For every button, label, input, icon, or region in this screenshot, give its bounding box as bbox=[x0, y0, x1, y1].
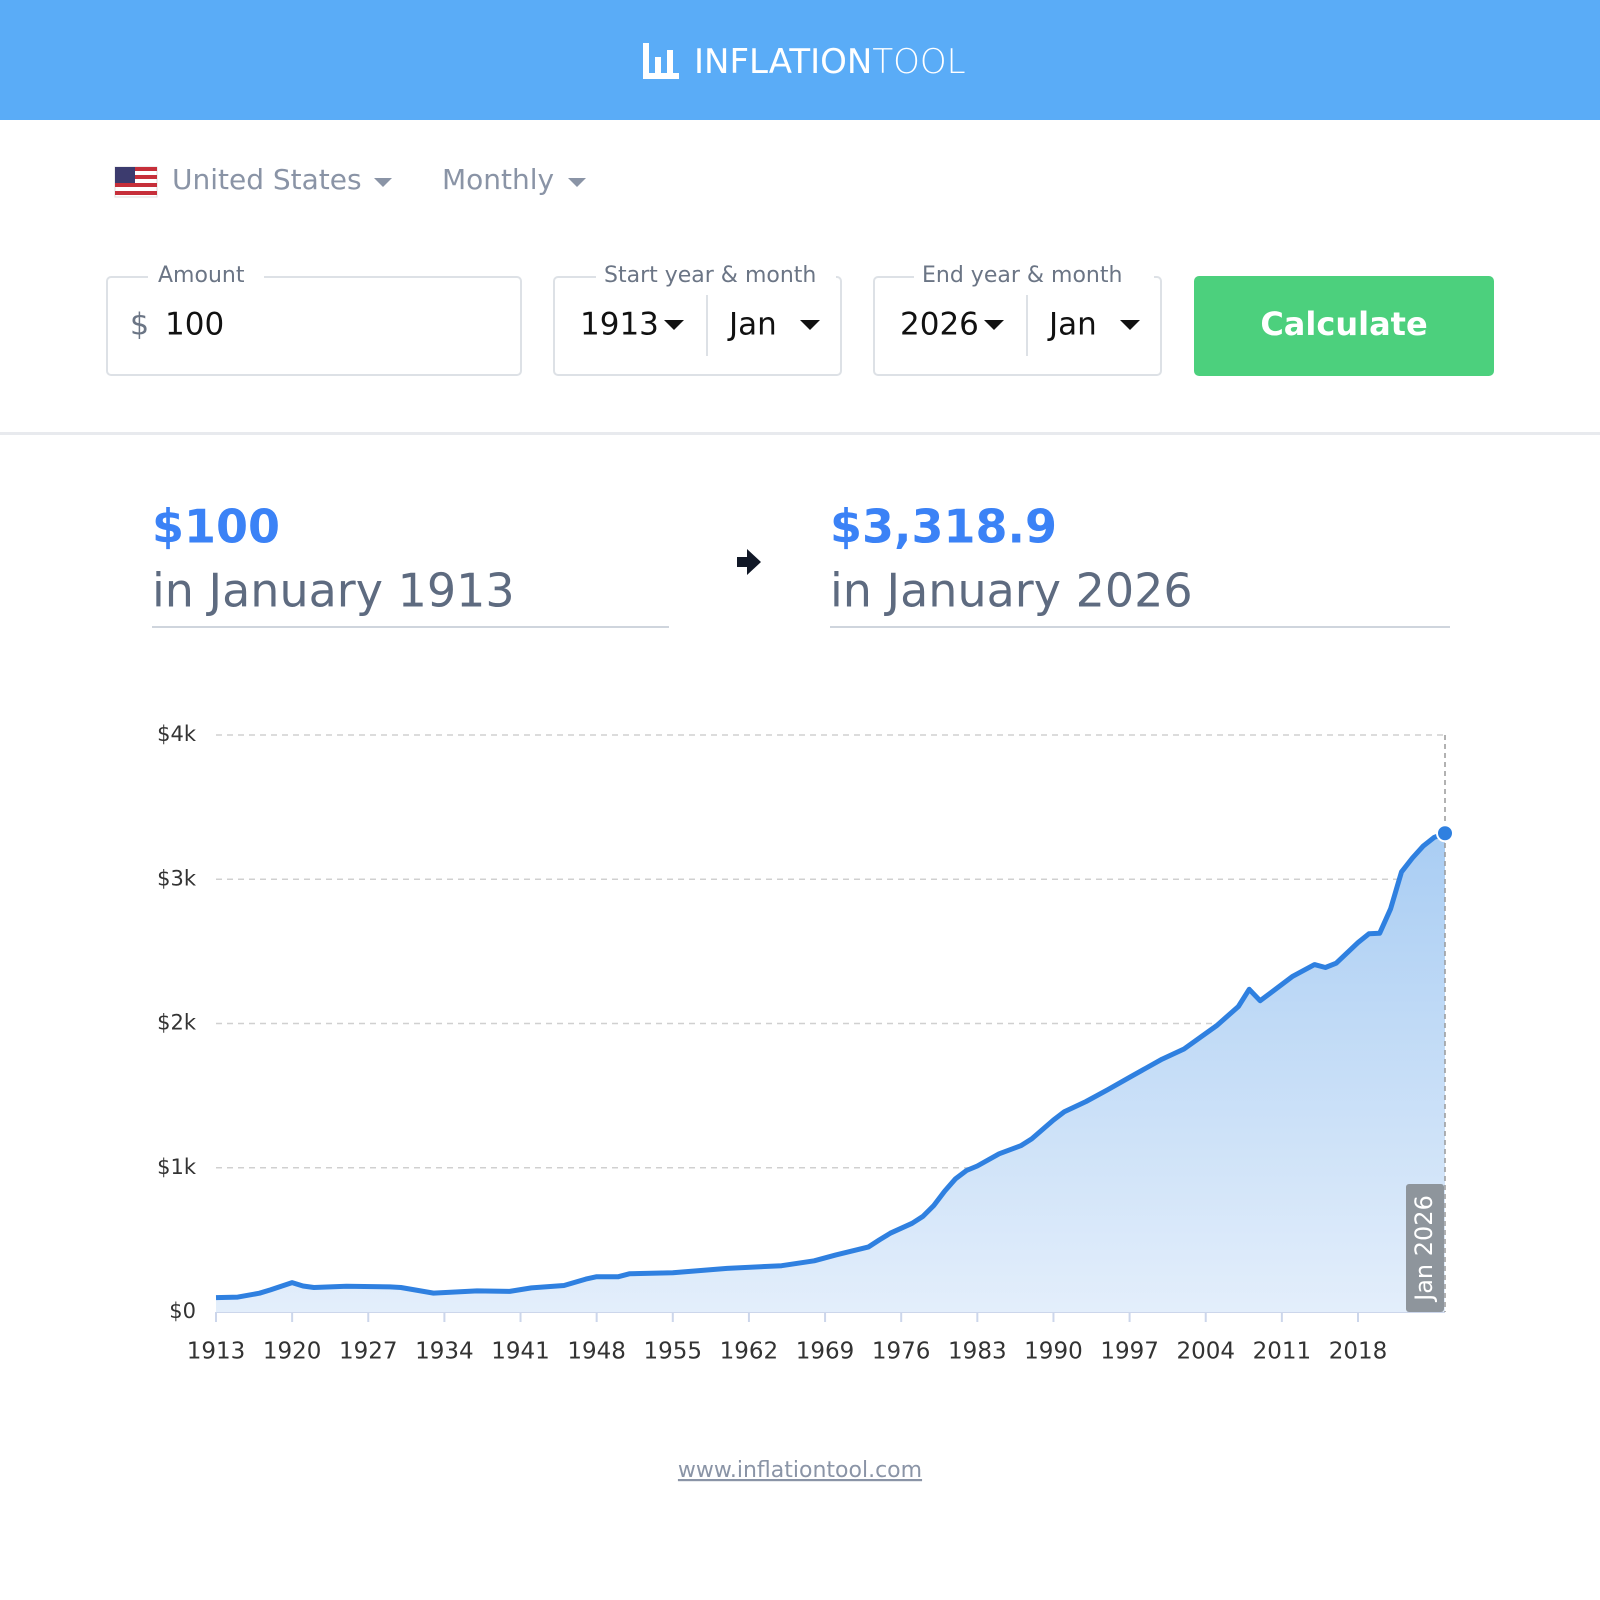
x-tick-label: 2011 bbox=[1253, 1339, 1312, 1365]
x-tick-label: 1927 bbox=[339, 1339, 398, 1365]
x-tick-label: 2004 bbox=[1176, 1339, 1235, 1365]
logo-icon bbox=[643, 43, 679, 79]
area bbox=[216, 833, 1445, 1312]
chart: $0 $1k $2k $3k $4k 1913 1920 1927 1934 1941 1948 19… bbox=[157, 722, 1454, 1365]
caret bbox=[664, 320, 684, 330]
x-tick-label: 1913 bbox=[187, 1339, 246, 1365]
arrow-icon bbox=[737, 549, 761, 575]
x-tick-label: 1955 bbox=[644, 1339, 703, 1365]
label-gap bbox=[914, 265, 1154, 289]
start-label: Start year & month bbox=[604, 263, 816, 288]
flag bbox=[114, 166, 158, 198]
from-value: $100 bbox=[152, 500, 280, 554]
end-point bbox=[1436, 824, 1454, 843]
footer-link[interactable]: www.inflationtool.com bbox=[678, 1458, 922, 1483]
country-select[interactable]: United States bbox=[172, 163, 362, 196]
x-tick-label: 1990 bbox=[1024, 1339, 1083, 1365]
to-value: $3,318.9 bbox=[830, 500, 1057, 554]
label-gap bbox=[596, 265, 836, 289]
caret bbox=[800, 320, 820, 330]
annotation: Jan 2026 bbox=[1410, 1195, 1438, 1303]
amount-input[interactable]: 100 bbox=[165, 307, 224, 343]
y-tick-label: $0 bbox=[169, 1299, 196, 1323]
amount-label: Amount bbox=[158, 263, 245, 288]
start-year[interactable]: 1913 bbox=[580, 307, 659, 343]
to-text: in January 2026 bbox=[830, 564, 1193, 618]
y-tick-label: $3k bbox=[157, 866, 197, 890]
from-text: in January 1913 bbox=[152, 564, 515, 618]
caret bbox=[374, 178, 392, 187]
x-tick-label: 1920 bbox=[263, 1339, 322, 1365]
end-label: End year & month bbox=[922, 263, 1122, 288]
amount-box[interactable] bbox=[106, 276, 522, 376]
annotation-box bbox=[1406, 1184, 1444, 1312]
caret bbox=[1120, 320, 1140, 330]
y-tick-label: $1k bbox=[157, 1155, 197, 1179]
line bbox=[215, 830, 1446, 1301]
y-tick-label: $2k bbox=[157, 1011, 197, 1035]
x-tick-label: 1948 bbox=[567, 1339, 626, 1365]
x-tick-label: 1962 bbox=[720, 1339, 779, 1365]
header-bar bbox=[0, 0, 1600, 120]
frequency-select[interactable]: Monthly bbox=[442, 163, 554, 196]
brand[interactable]: INFLATIONTOOL bbox=[694, 42, 966, 82]
y-tick-label: $4k bbox=[157, 722, 197, 746]
end-year[interactable]: 2026 bbox=[900, 307, 979, 343]
caret bbox=[984, 320, 1004, 330]
label-gap bbox=[148, 265, 264, 289]
caret bbox=[568, 178, 586, 187]
start-month[interactable]: Jan bbox=[727, 307, 777, 343]
x-tick-label: 1997 bbox=[1100, 1339, 1159, 1365]
x-tick-label: 1976 bbox=[872, 1339, 931, 1365]
separator bbox=[0, 432, 1600, 435]
x-tick-label: 1983 bbox=[948, 1339, 1007, 1365]
calculate-button[interactable] bbox=[1194, 276, 1494, 376]
x-tick-label: 1941 bbox=[491, 1339, 550, 1365]
calculate-label[interactable]: Calculate bbox=[1260, 305, 1427, 343]
x-tick-label: 1969 bbox=[796, 1339, 855, 1365]
end-month[interactable]: Jan bbox=[1047, 307, 1097, 343]
x-tick-label: 1934 bbox=[415, 1339, 474, 1365]
currency: $ bbox=[130, 308, 149, 343]
x-tick-label: 2018 bbox=[1329, 1339, 1388, 1365]
